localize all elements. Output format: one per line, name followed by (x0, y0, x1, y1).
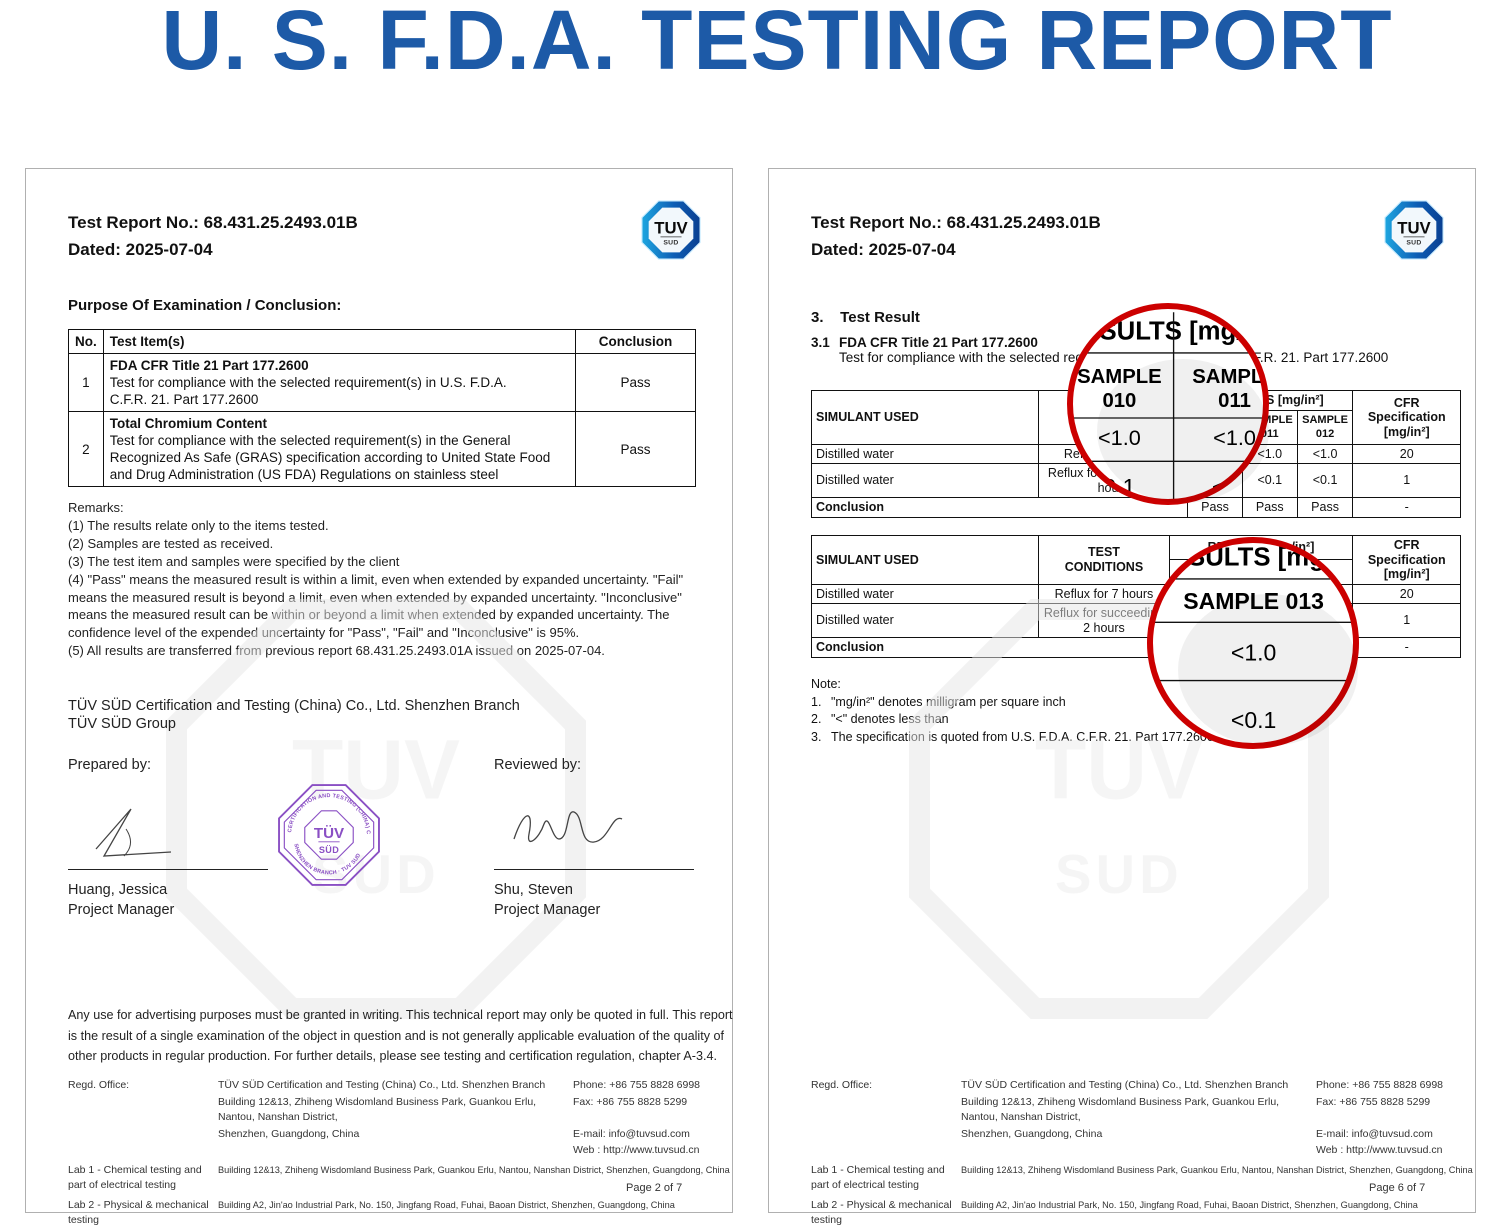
svg-text:SUD: SUD (663, 239, 678, 246)
svg-text:SUD: SUD (1406, 239, 1421, 246)
svg-text:TÜV: TÜV (314, 825, 344, 842)
svg-text:TUV: TUV (654, 219, 688, 238)
svg-text:SUD: SUD (1055, 844, 1183, 905)
svg-text:TUV: TUV (1397, 219, 1431, 238)
svg-text:SÜD: SÜD (319, 845, 339, 855)
